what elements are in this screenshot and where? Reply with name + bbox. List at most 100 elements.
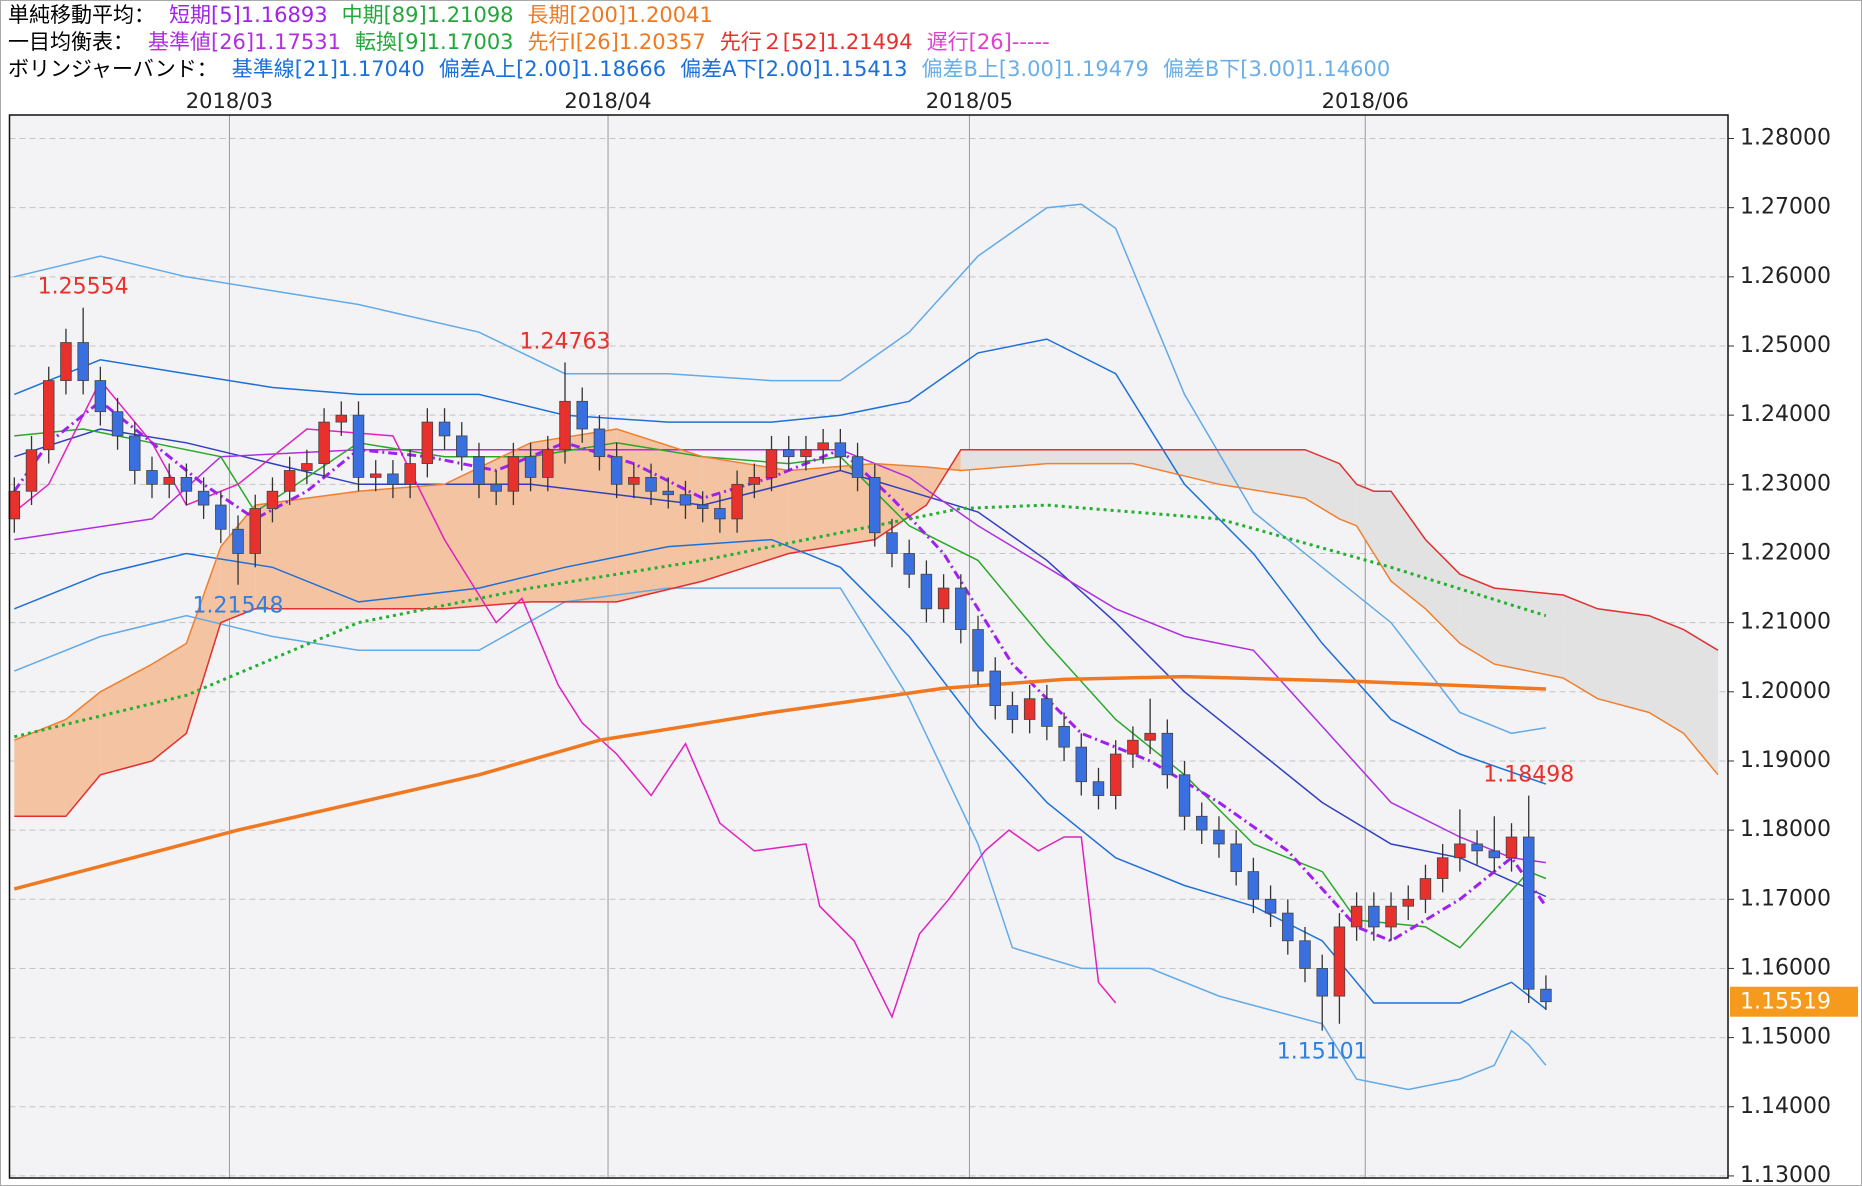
y-tick-label: 1.19000 [1740, 748, 1831, 773]
cloud-fill [1305, 449, 1340, 519]
candle-body [25, 449, 38, 492]
cloud-fill [1373, 491, 1392, 582]
candle-body [1454, 843, 1466, 859]
x-tick-label: 2018/03 [186, 89, 273, 113]
candle-body [610, 456, 623, 485]
candle-body [1144, 732, 1156, 741]
candle-body [542, 449, 554, 478]
cloud-fill [616, 428, 703, 602]
candle-body [1092, 781, 1105, 796]
y-tick-label: 1.22000 [1740, 540, 1831, 565]
cloud-fill [151, 643, 187, 761]
cloud-fill [1356, 484, 1374, 554]
candle-body [404, 463, 416, 485]
plot-frame [8, 114, 1729, 1179]
candle-body [283, 470, 296, 492]
candle-body [318, 421, 330, 464]
cloud-fill [1339, 463, 1357, 526]
price-annotation: 1.24763 [520, 329, 611, 354]
indicator-line [13, 379, 1117, 1019]
candle-body [869, 477, 881, 534]
candle-body [851, 456, 864, 478]
y-tick-label: 1.28000 [1740, 126, 1831, 151]
candle-body [1058, 725, 1070, 748]
y-tick-label: 1.21000 [1740, 610, 1831, 635]
candle-body [1109, 753, 1122, 796]
price-annotation: 1.18498 [1483, 763, 1574, 788]
candle-body [972, 629, 984, 672]
candle-body [1299, 940, 1311, 969]
candle-body [955, 587, 967, 630]
candle-body [215, 504, 227, 530]
group-label: 一目均衡表： [8, 30, 134, 54]
candle-body [559, 400, 571, 451]
cloud-fill [702, 456, 789, 582]
indicator-line [14, 538, 1547, 1010]
candle-body [369, 473, 382, 478]
candle-body [335, 414, 348, 423]
candle-body [1385, 905, 1397, 928]
candle-body [696, 504, 709, 509]
y-tick-label: 1.17000 [1740, 886, 1831, 911]
group-label: 単純移動平均： [8, 3, 155, 27]
cloud-fill [1046, 449, 1133, 464]
cloud-fill [186, 546, 221, 734]
candle-body [1161, 732, 1174, 776]
cloud-fill [1391, 491, 1426, 609]
candle-body [1522, 836, 1535, 990]
candle-body [1196, 815, 1208, 831]
header-row: 単純移動平均： 短期[5]1.16893 中期[89]1.21098 長期[200]1… [8, 2, 1404, 29]
indicator-line [14, 448, 1719, 818]
y-tick-label: 1.16000 [1740, 955, 1831, 980]
indicator-line [14, 428, 1719, 776]
candle-body [60, 342, 72, 381]
x-tick-label: 2018/04 [564, 89, 651, 113]
candle-body [1230, 843, 1242, 873]
last-price-label: 1.15519 [1740, 990, 1831, 1015]
candle-body [1471, 843, 1483, 852]
y-tick-label: 1.27000 [1740, 195, 1831, 220]
indicator-line [14, 587, 1547, 1091]
candle-body [1127, 739, 1139, 755]
candle-body [1264, 898, 1277, 914]
indicator-line [14, 448, 1547, 864]
legend-entry: 偏差B下[3.00]1.14600 [1162, 57, 1391, 81]
candle-body [266, 490, 279, 509]
price-annotation: 1.25554 [38, 275, 129, 300]
candle-body [197, 490, 210, 506]
candle-body [576, 400, 588, 430]
cloud-fill [1218, 449, 1306, 499]
candle-body [920, 573, 933, 610]
candle-body [1505, 836, 1518, 859]
candle-body [1540, 988, 1552, 1003]
candle-body [1402, 898, 1414, 907]
candle-body [146, 470, 158, 485]
candle-body [1041, 698, 1053, 727]
candle-body [94, 380, 107, 413]
group-label: ボリンジャーバンド： [8, 57, 218, 81]
cloud-fill [1132, 449, 1219, 485]
candle-body [1282, 912, 1294, 942]
indicator-line [14, 203, 1547, 735]
legend-entry: 転換[9]1.17003 [354, 30, 514, 54]
candle-body [1368, 905, 1380, 928]
indicator-header: 単純移動平均： 短期[5]1.16893 中期[89]1.21098 長期[200]1… [8, 2, 1404, 83]
candle-body [989, 670, 1001, 707]
candle-body [421, 421, 434, 464]
candle-body [679, 494, 692, 506]
candle-body [1075, 746, 1088, 783]
price-annotation: 1.15101 [1277, 1040, 1368, 1065]
candle-body [1023, 698, 1036, 720]
indicator-line [14, 338, 1547, 785]
candle-body [352, 414, 365, 478]
candle-body [524, 456, 537, 478]
header-row: ボリンジャーバンド： 基準線[21]1.17040 偏差A上[2.00]1.1866… [8, 56, 1404, 83]
y-tick-label: 1.15000 [1740, 1025, 1831, 1050]
legend-entry: 偏差A下[2.00]1.15413 [680, 57, 908, 81]
legend-entry: 偏差B上[3.00]1.19479 [921, 57, 1149, 81]
cloud-fill [1597, 608, 1650, 713]
candle-body [8, 490, 21, 520]
candle-body [628, 477, 640, 485]
candle-body [1178, 774, 1191, 817]
